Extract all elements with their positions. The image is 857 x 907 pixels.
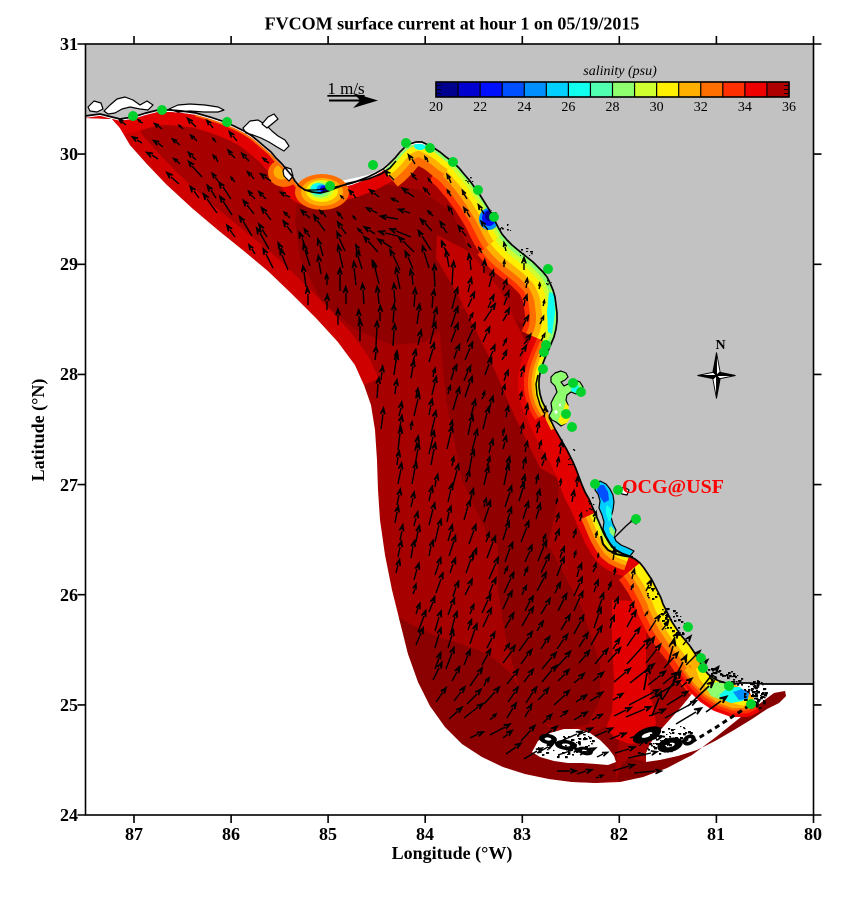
svg-text:34: 34: [738, 100, 752, 115]
svg-text:28: 28: [60, 364, 78, 384]
svg-text:82: 82: [610, 824, 628, 844]
svg-text:26: 26: [60, 585, 78, 605]
svg-text:22: 22: [473, 100, 487, 115]
svg-text:32: 32: [694, 100, 708, 115]
svg-text:OCG@USF: OCG@USF: [622, 476, 724, 498]
svg-text:30: 30: [650, 100, 664, 115]
svg-text:FVCOM surface current at hour: FVCOM surface current at hour 1 on 05/19…: [265, 14, 640, 34]
svg-text:Longitude (°W): Longitude (°W): [392, 843, 513, 864]
svg-text:31: 31: [60, 34, 78, 54]
svg-text:83: 83: [513, 824, 531, 844]
svg-text:84: 84: [416, 824, 434, 844]
svg-text:N: N: [715, 338, 725, 353]
svg-text:24: 24: [517, 100, 531, 115]
svg-text:27: 27: [60, 475, 78, 495]
svg-text:80: 80: [804, 824, 822, 844]
svg-text:36: 36: [782, 100, 796, 115]
svg-text:28: 28: [606, 100, 620, 115]
svg-text:87: 87: [125, 824, 143, 844]
svg-text:30: 30: [60, 144, 78, 164]
svg-text:salinity (psu): salinity (psu): [583, 64, 657, 79]
svg-text:1 m/s: 1 m/s: [327, 79, 364, 98]
svg-text:81: 81: [707, 824, 725, 844]
svg-text:29: 29: [60, 254, 78, 274]
svg-text:24: 24: [60, 805, 78, 825]
svg-text:20: 20: [429, 100, 443, 115]
svg-text:85: 85: [319, 824, 337, 844]
svg-text:26: 26: [561, 100, 575, 115]
svg-text:Latitude (°N): Latitude (°N): [28, 379, 49, 482]
svg-text:86: 86: [222, 824, 240, 844]
svg-text:25: 25: [60, 695, 78, 715]
